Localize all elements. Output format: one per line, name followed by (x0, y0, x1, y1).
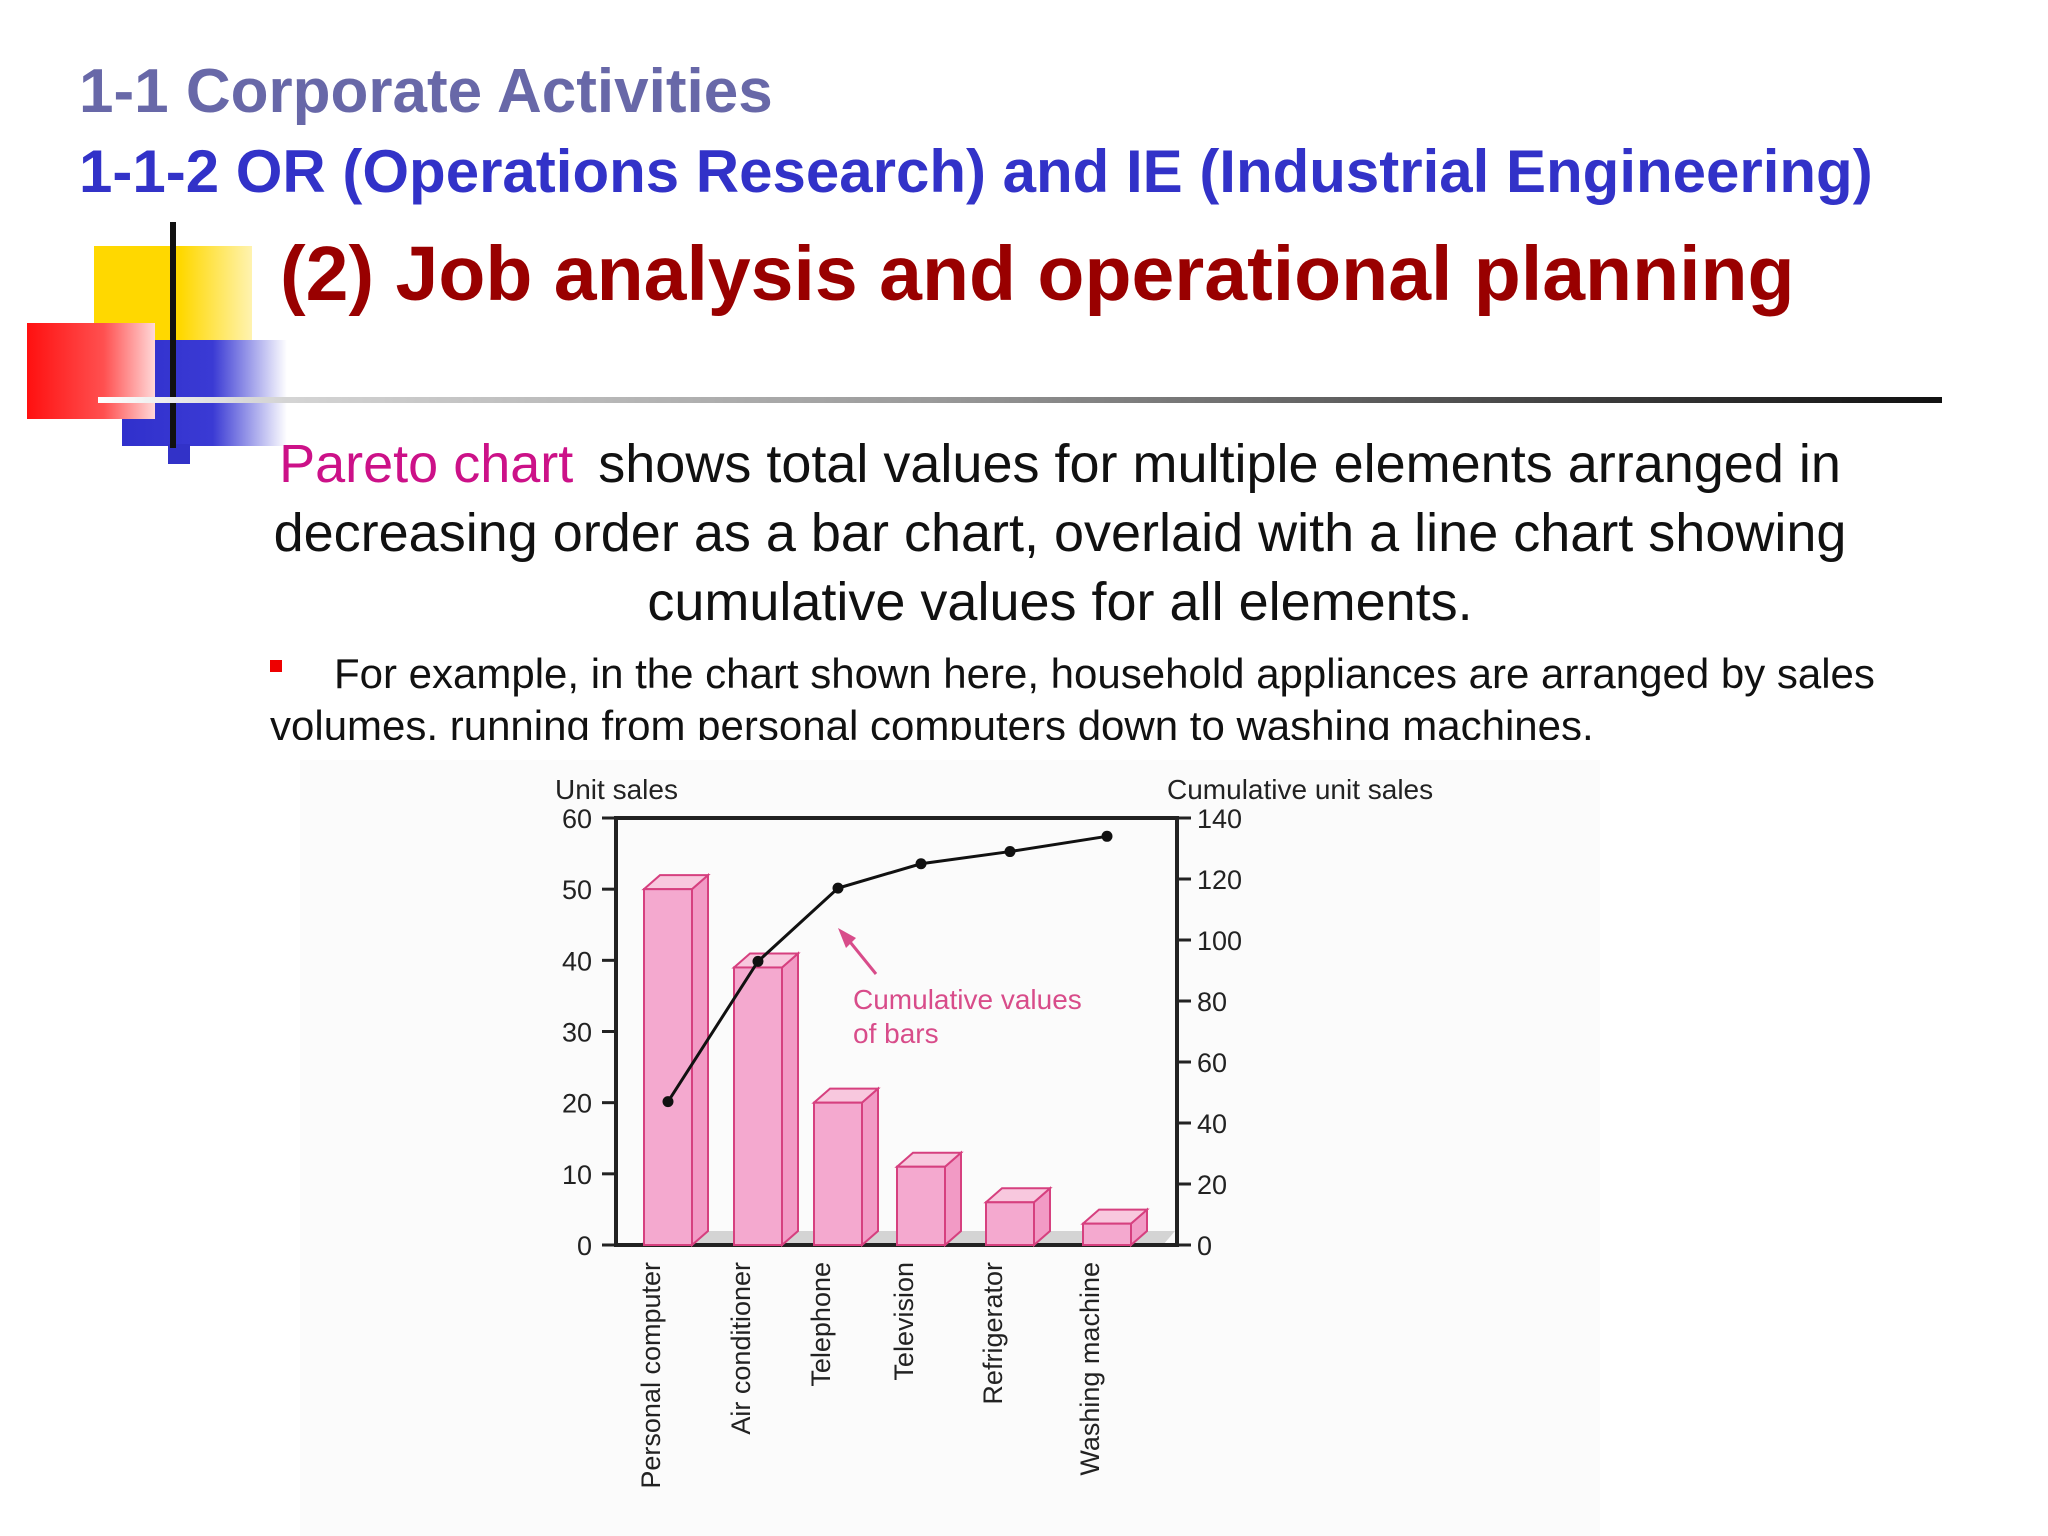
category-label: Telephone (806, 1262, 836, 1387)
bar (813, 1101, 863, 1246)
category-label: Television (889, 1262, 919, 1381)
intro-text: shows total values for multiple elements… (273, 434, 1847, 632)
left-tick-label: 0 (577, 1231, 592, 1261)
bullet-item: For example, in the chart shown here, ho… (270, 648, 1910, 740)
left-axis-title: Unit sales (555, 774, 678, 805)
bullet-marker (270, 660, 282, 672)
page-title: (2) Job analysis and operational plannin… (280, 231, 1795, 317)
bar (643, 888, 693, 1247)
left-tick-label: 20 (562, 1089, 592, 1119)
left-tick-label: 10 (562, 1160, 592, 1190)
red-block (27, 323, 155, 419)
category-label: Air conditioner (726, 1262, 756, 1435)
right-tick-label: 100 (1197, 926, 1242, 956)
left-tick-label: 50 (562, 875, 592, 905)
right-tick-label: 20 (1197, 1170, 1227, 1200)
right-tick-label: 60 (1197, 1048, 1227, 1078)
cumulative-point (662, 1096, 674, 1108)
left-tick-label: 60 (562, 804, 592, 834)
category-label: Washing machine (1075, 1262, 1105, 1476)
cumulative-point (915, 858, 927, 870)
left-tick-label: 30 (562, 1018, 592, 1048)
right-tick-label: 140 (1197, 804, 1242, 834)
category-label: Refrigerator (978, 1262, 1008, 1405)
key-term: Pareto chart (279, 434, 574, 494)
right-tick-label: 0 (1197, 1231, 1212, 1261)
right-tick-label: 40 (1197, 1109, 1227, 1139)
cumulative-point (752, 955, 764, 967)
bullet-text: For example, in the chart shown here, ho… (270, 650, 1875, 740)
category-label: Personal computer (636, 1262, 666, 1489)
right-tick-label: 80 (1197, 987, 1227, 1017)
bar (896, 1165, 946, 1247)
annotation-arrowhead (838, 928, 856, 948)
bar-side (944, 1150, 962, 1248)
annotation-line-2: of bars (853, 1018, 939, 1049)
bar-side (861, 1086, 879, 1248)
vertical-bar (170, 222, 176, 448)
right-axis-title: Cumulative unit sales (1167, 774, 1433, 805)
left-tick-label: 40 (562, 946, 592, 976)
subsection-heading: 1-1-2 OR (Operations Research) and IE (I… (79, 138, 1873, 205)
cumulative-line (666, 834, 1108, 1103)
chart-area (300, 760, 1600, 1536)
bar-side (781, 951, 799, 1248)
bar (1082, 1222, 1132, 1247)
intro-paragraph: Pareto chart shows total values for mult… (210, 430, 1910, 637)
bar (733, 966, 783, 1246)
cumulative-point (1101, 830, 1113, 842)
right-tick-label: 120 (1197, 865, 1242, 895)
title-divider (98, 397, 1942, 403)
bar (985, 1201, 1035, 1247)
cumulative-point (1004, 846, 1016, 858)
section-heading: 1-1 Corporate Activities (79, 57, 773, 126)
cumulative-point (832, 882, 844, 894)
annotation-line-1: Cumulative values (853, 984, 1082, 1015)
decorative-blocks (0, 0, 300, 480)
blue-small-block (168, 444, 190, 464)
